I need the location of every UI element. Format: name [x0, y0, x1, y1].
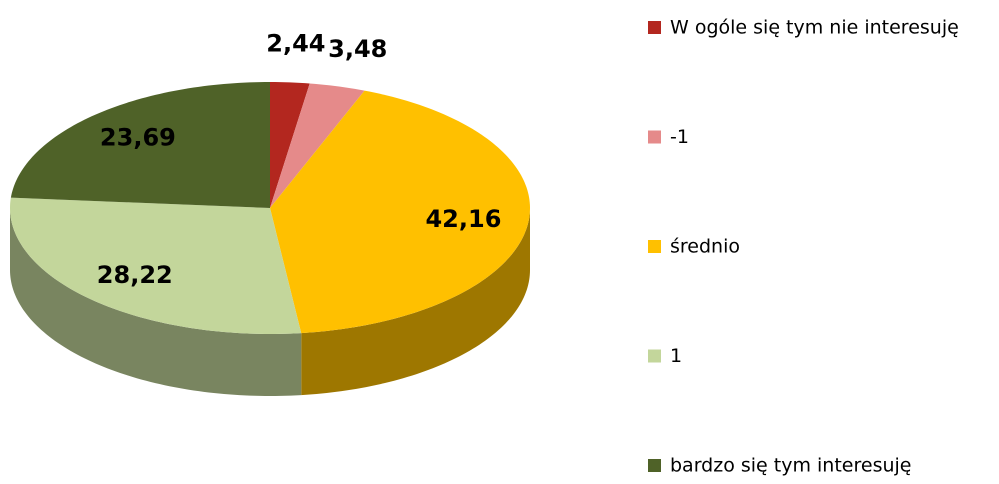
data-label: 42,16: [425, 205, 501, 233]
pie-slice: [270, 82, 310, 208]
pie-slice: [10, 82, 270, 208]
legend-label: średnio: [670, 236, 740, 258]
data-label: 23,69: [100, 123, 176, 151]
legend-label: bardzo się tym interesuję: [670, 455, 911, 477]
legend-swatch: [648, 21, 661, 34]
legend-label: 1: [670, 345, 682, 367]
data-label: 2,44: [266, 30, 325, 58]
pie-slice: [270, 83, 365, 208]
legend-label: -1: [670, 126, 689, 148]
data-label: 28,22: [97, 261, 173, 289]
pie-side: [10, 208, 302, 396]
pie-side: [301, 208, 530, 396]
pie-slice: [270, 90, 530, 334]
legend-swatch: [648, 459, 661, 472]
legend-label: W ogóle się tym nie interesuję: [670, 17, 959, 39]
data-label: 3,48: [328, 35, 387, 63]
legend-swatch: [648, 349, 661, 363]
pie-slice: [10, 197, 302, 334]
legend-swatch: [648, 240, 661, 253]
legend-swatch: [648, 130, 661, 144]
